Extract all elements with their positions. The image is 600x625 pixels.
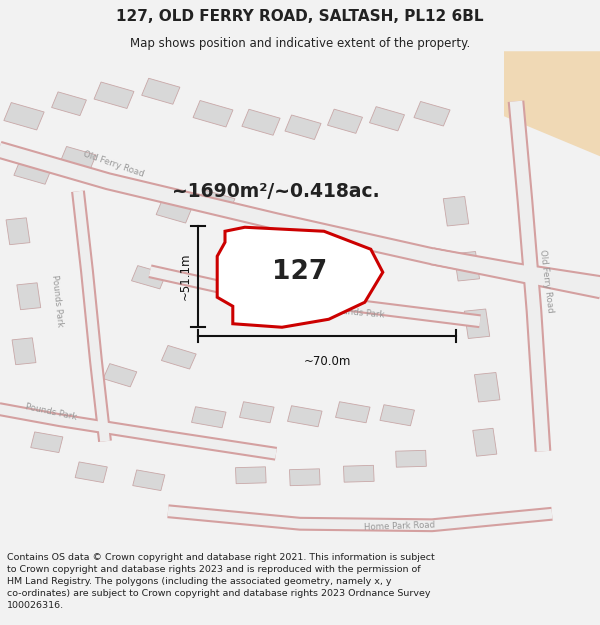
Bar xyxy=(242,109,280,135)
Bar xyxy=(142,78,180,104)
Bar xyxy=(161,346,196,369)
Text: Map shows position and indicative extent of the property.: Map shows position and indicative extent… xyxy=(130,37,470,50)
Bar xyxy=(395,451,427,467)
Bar xyxy=(328,109,362,133)
Text: Home Park Road: Home Park Road xyxy=(364,521,434,532)
Bar xyxy=(235,467,266,484)
Bar xyxy=(17,282,41,310)
Polygon shape xyxy=(217,228,383,328)
Text: Contains OS data © Crown copyright and database right 2021. This information is : Contains OS data © Crown copyright and d… xyxy=(7,552,435,611)
Text: 127: 127 xyxy=(272,259,328,285)
Bar xyxy=(14,158,52,184)
Bar xyxy=(12,338,36,365)
Text: Old Ferry Road: Old Ferry Road xyxy=(538,249,554,313)
Bar xyxy=(75,462,107,482)
Bar xyxy=(239,402,274,422)
Text: ~51.1m: ~51.1m xyxy=(178,253,191,301)
Bar xyxy=(289,469,320,486)
Text: 127, OLD FERRY ROAD, SALTASH, PL12 6BL: 127, OLD FERRY ROAD, SALTASH, PL12 6BL xyxy=(116,9,484,24)
Bar xyxy=(414,101,450,126)
Bar xyxy=(191,407,226,428)
Bar xyxy=(60,146,96,171)
Bar xyxy=(370,107,404,131)
Bar xyxy=(473,428,497,456)
Bar xyxy=(464,309,490,339)
Text: Old Ferry Road: Old Ferry Road xyxy=(82,149,146,178)
Bar xyxy=(454,251,479,281)
Text: ~70.0m: ~70.0m xyxy=(304,355,350,368)
Bar xyxy=(31,432,63,452)
Bar xyxy=(193,101,233,127)
Text: Pounds Park: Pounds Park xyxy=(25,402,77,422)
Bar xyxy=(6,217,30,245)
Bar xyxy=(156,199,192,223)
Bar xyxy=(443,196,469,226)
Bar xyxy=(103,364,137,387)
Bar xyxy=(285,115,321,139)
Bar xyxy=(131,266,166,289)
Text: Pounds Park: Pounds Park xyxy=(332,306,385,319)
Polygon shape xyxy=(504,51,600,156)
Bar xyxy=(380,405,415,426)
Bar xyxy=(197,190,235,215)
Bar xyxy=(52,92,86,116)
Bar xyxy=(133,470,165,491)
Text: ~1690m²/~0.418ac.: ~1690m²/~0.418ac. xyxy=(172,182,380,201)
Bar xyxy=(343,466,374,482)
Text: Pounds Park: Pounds Park xyxy=(50,275,64,328)
Bar xyxy=(335,402,370,422)
Bar xyxy=(94,82,134,109)
Bar xyxy=(4,102,44,130)
Bar xyxy=(287,406,322,427)
Bar xyxy=(475,372,500,402)
